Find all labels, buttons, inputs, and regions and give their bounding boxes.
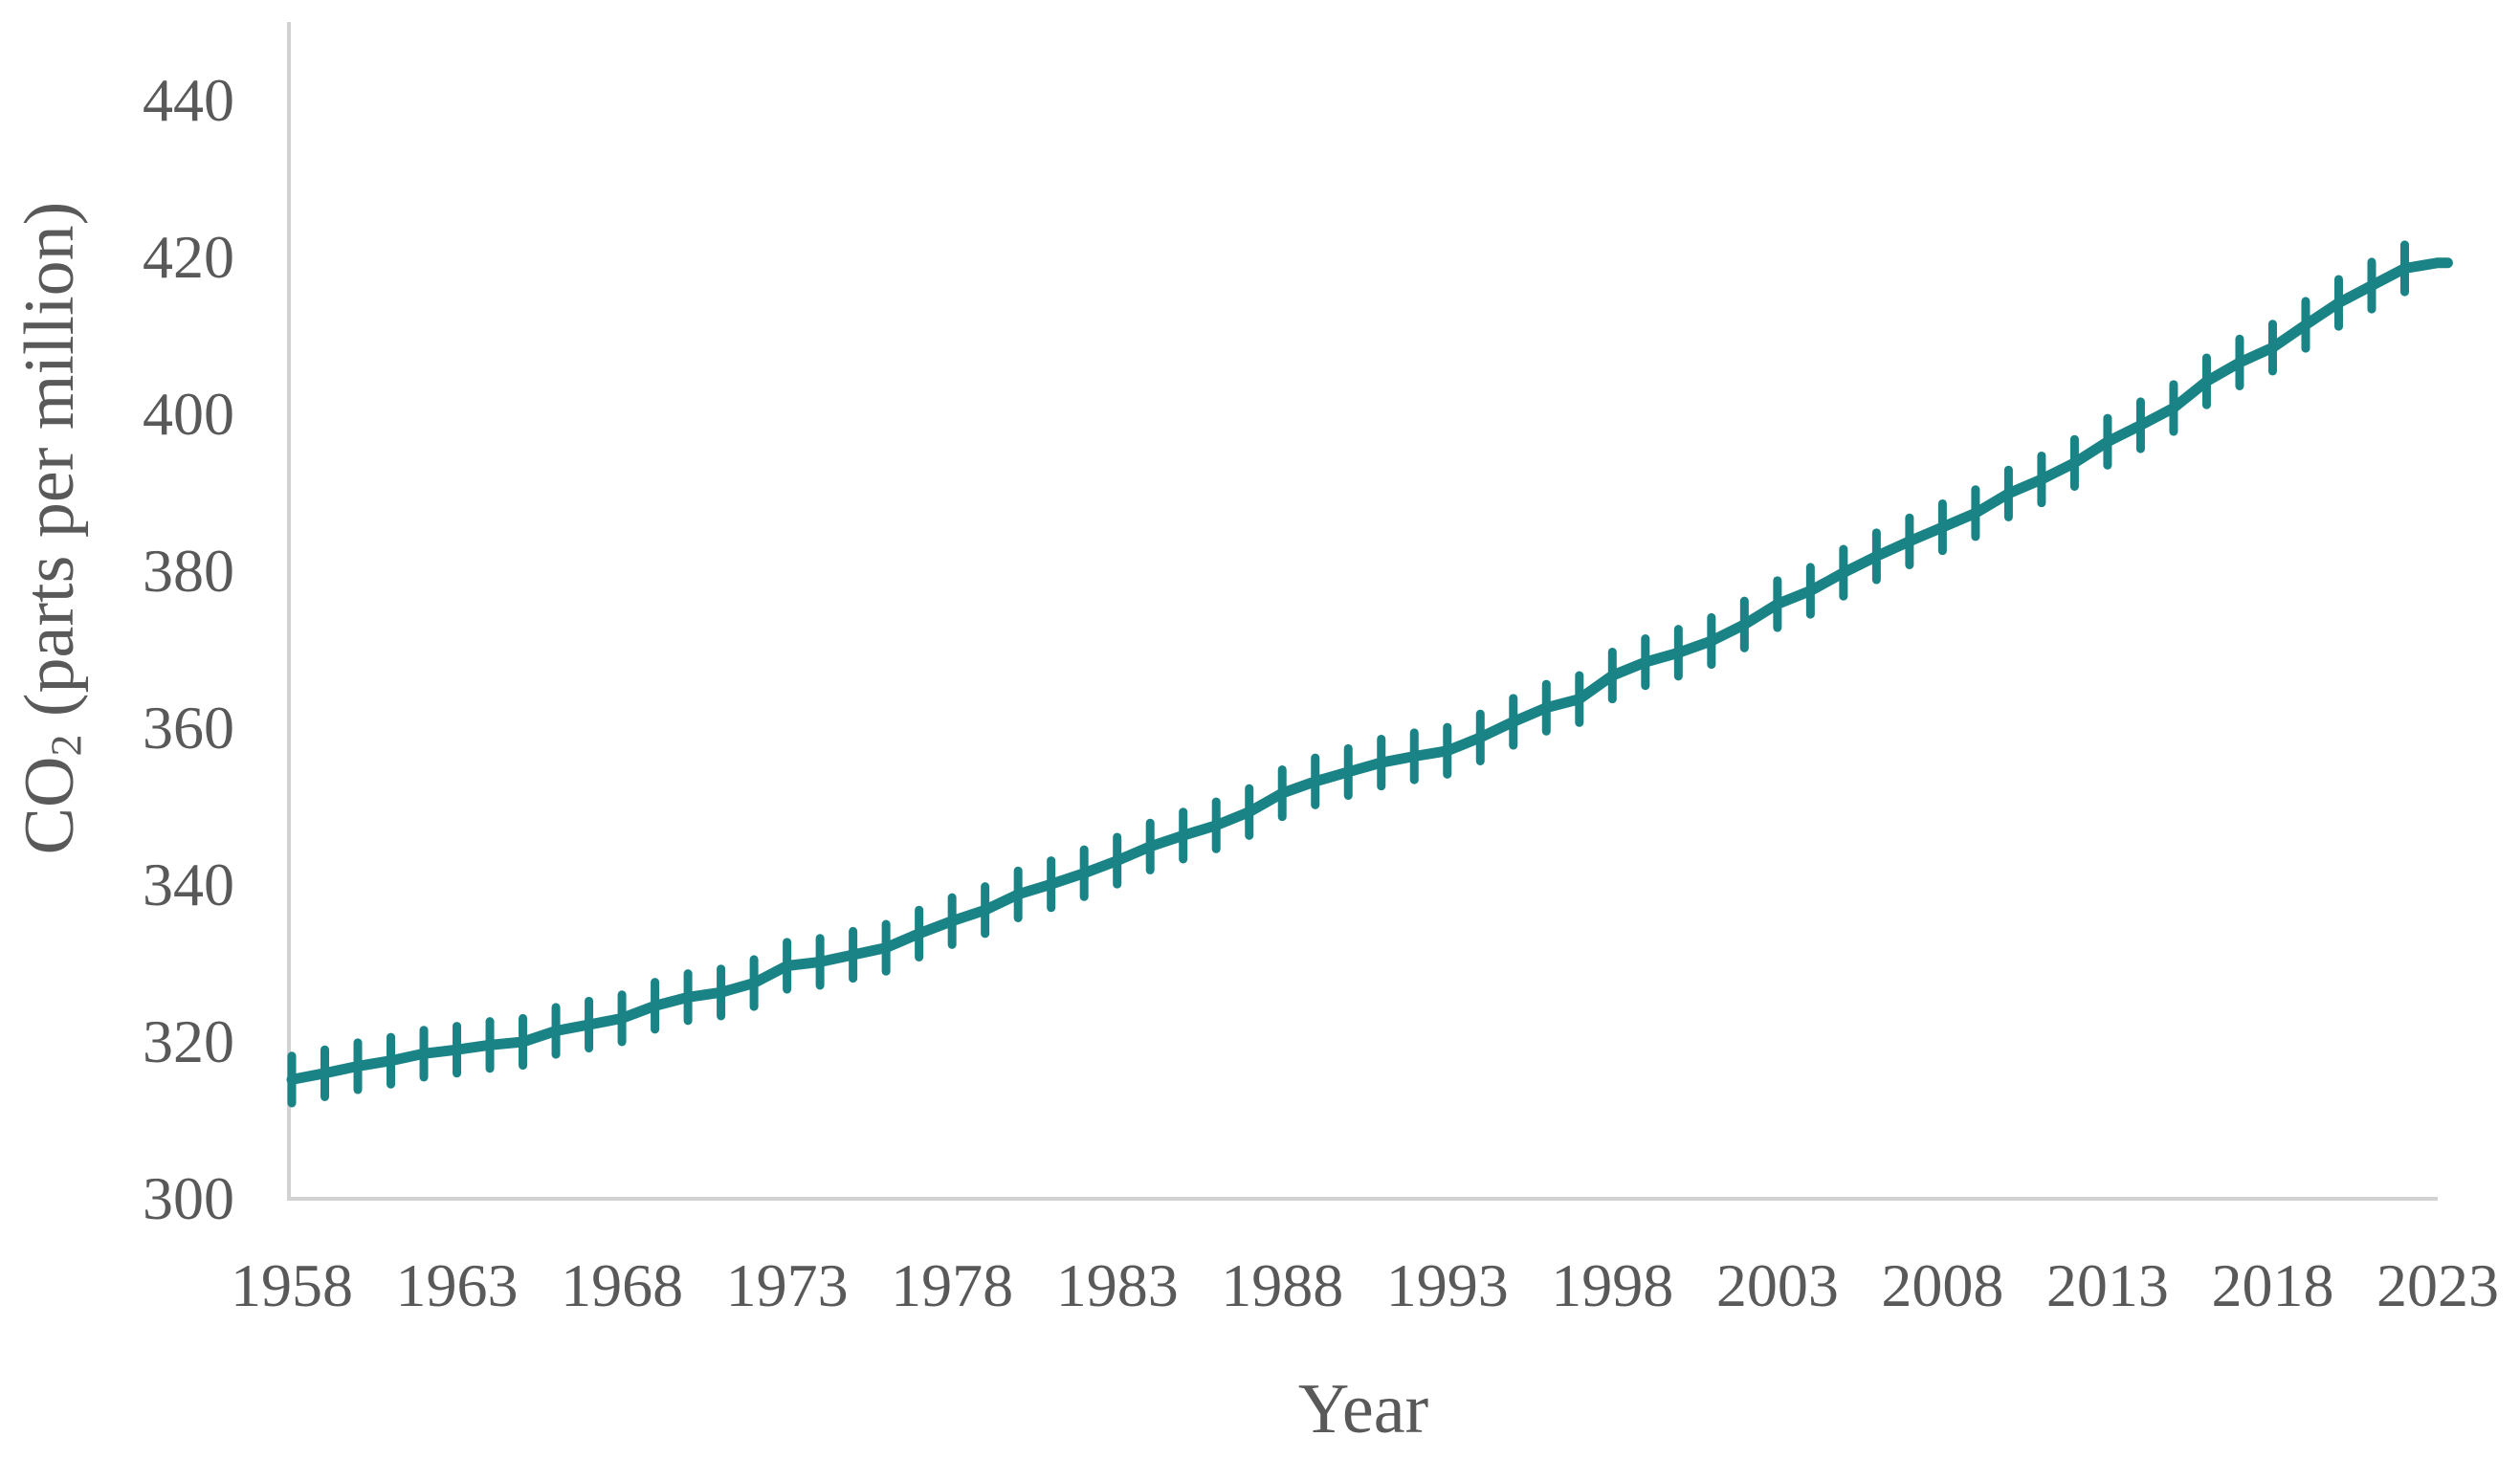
y-tick-label: 400 xyxy=(143,380,234,448)
x-tick-label: 1983 xyxy=(1055,1251,1179,1319)
x-tick-label: 1973 xyxy=(725,1251,849,1319)
x-tick-label: 2003 xyxy=(1715,1251,1839,1319)
x-tick-label: 1993 xyxy=(1385,1251,1509,1319)
x-tick-label: 1988 xyxy=(1221,1251,1344,1319)
y-tick-label: 300 xyxy=(143,1164,234,1232)
x-tick-label: 2013 xyxy=(2045,1251,2169,1319)
x-tick-label: 1968 xyxy=(561,1251,684,1319)
y-axis-title-subscript: 2 xyxy=(41,734,91,757)
y-tick-label: 420 xyxy=(143,223,234,291)
x-tick-label: 1998 xyxy=(1551,1251,1674,1319)
y-axis-title-suffix: (parts per million) xyxy=(11,201,89,735)
co2-trend-line xyxy=(286,257,2453,1085)
x-tick-label: 1978 xyxy=(891,1251,1014,1319)
seasonal-range-bars xyxy=(287,240,2409,1108)
y-tick-label: 360 xyxy=(143,694,234,762)
x-tick-label: 1963 xyxy=(395,1251,519,1319)
x-tick-label: 1958 xyxy=(231,1251,353,1319)
y-tick-label: 320 xyxy=(143,1007,234,1075)
x-tick-label: 2018 xyxy=(2211,1251,2334,1319)
x-tick-label: 2023 xyxy=(2376,1251,2499,1319)
y-tick-label: 380 xyxy=(143,537,234,605)
y-axis-title-prefix: CO xyxy=(11,756,89,855)
y-tick-label: 440 xyxy=(143,66,234,134)
y-axis-title: CO2 (parts per million) xyxy=(6,98,94,959)
x-tick-label: 2008 xyxy=(1881,1251,2004,1319)
x-axis-title: Year xyxy=(1297,1370,1429,1448)
y-tick-label: 340 xyxy=(143,851,234,918)
